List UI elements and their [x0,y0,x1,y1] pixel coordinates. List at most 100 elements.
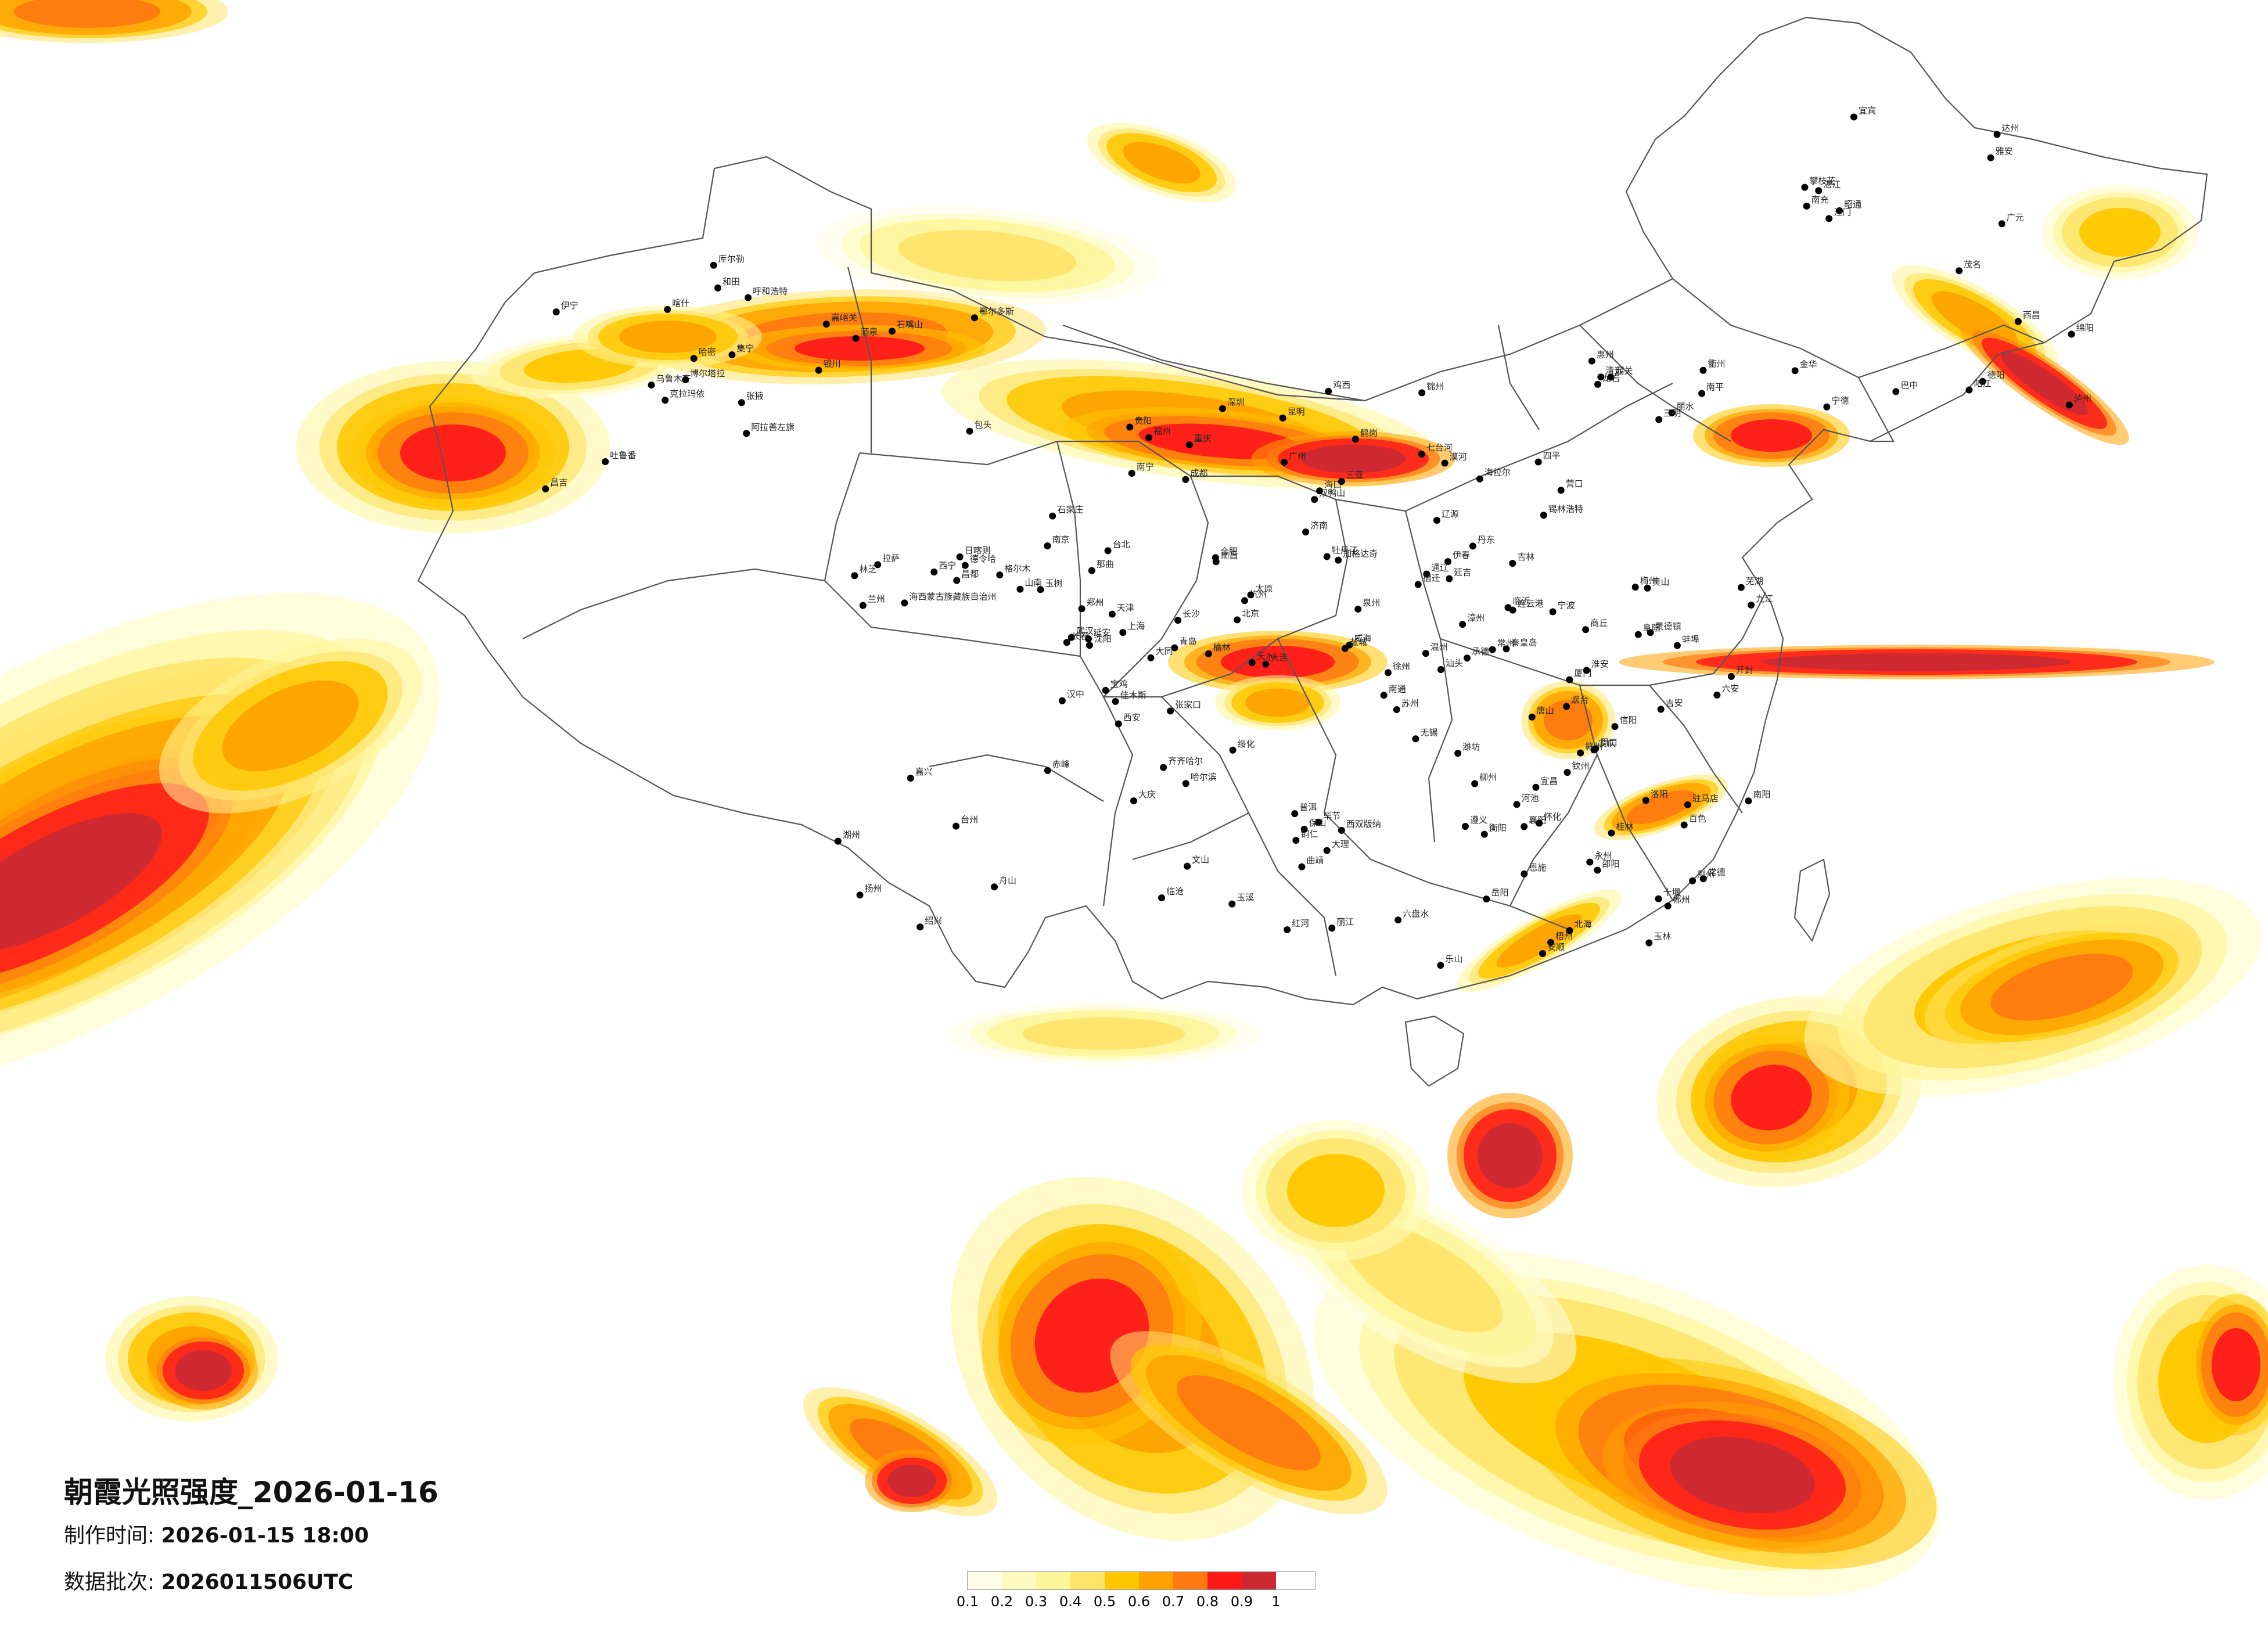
city-label: 清远 [1605,365,1623,376]
city-label: 阳江 [1974,379,1991,389]
city-dot [1325,387,1332,395]
city-label: 赤峰 [1052,759,1070,769]
city-label: 绵阳 [2076,323,2094,333]
city-label: 江门 [1834,207,1851,217]
intensity-patch [1245,688,1310,717]
legend-tick-label: 0.7 [1162,1593,1185,1610]
city-label: 六盘水 [1403,908,1429,919]
city-label: 克拉玛依 [670,388,705,399]
city-dot [1323,847,1331,854]
city-label: 绍兴 [925,915,942,926]
city-label: 宝鸡 [1110,679,1128,689]
city-dot [1634,631,1642,638]
city-dot [1437,665,1444,673]
city-dot [714,284,721,292]
city-label: 广州 [1289,451,1306,461]
intensity-patch [1022,1017,1185,1050]
city-dot [1461,823,1469,830]
city-label: 南通 [1389,684,1406,694]
city-label: 永州 [1594,851,1612,861]
city-label: 宿迁 [1423,573,1440,583]
city-label: 苏州 [1401,698,1419,708]
legend-swatch [1105,1572,1139,1589]
intensity-patch [1762,653,2071,671]
city-dot [916,923,924,931]
city-label: 库尔勒 [718,254,745,264]
city-dot [1182,476,1189,483]
city-label: 三亚 [1346,470,1364,480]
city-dot [1414,581,1422,588]
city-label: 酒泉 [861,327,878,337]
city-dot [956,553,964,561]
city-dot [1393,706,1400,713]
city-dot [745,294,752,301]
intensity-patch [898,230,1077,281]
city-dot [1668,409,1676,416]
intensity-patch [14,0,160,28]
city-label: 郑州 [1087,597,1104,607]
city-label: 达州 [2002,123,2019,133]
city-label: 厦门 [1574,668,1591,679]
city-label: 阜阳 [1643,623,1660,634]
city-dot [1594,866,1601,874]
intensity-patch [175,1350,232,1391]
production-time: 制作时间: 2026-01-15 18:00 [64,1519,369,1549]
city-dot [743,430,750,437]
city-label: 天水 [1257,651,1274,661]
city-dot [1049,512,1056,520]
city-label: 秦皇岛 [1511,637,1537,647]
city-dot [1597,373,1605,381]
city-dot [1673,642,1681,649]
city-dot [1281,459,1288,466]
city-dot [971,314,978,322]
city-label: 周口 [1600,738,1618,748]
city-dot [1422,650,1429,657]
city-label: 台北 [1113,539,1130,549]
intensity-patch [1123,142,1201,184]
city-label: 齐齐哈尔 [1168,756,1203,767]
intensity-patch [795,336,925,361]
city-dot [1655,416,1663,423]
legend-tick-label: 1 [1271,1593,1281,1610]
city-label: 兰州 [868,594,885,605]
city-label: 台州 [961,815,978,825]
city-label: 南充 [1811,195,1829,205]
city-dot [1262,660,1270,668]
city-label: 钦州 [1572,761,1590,771]
city-label: 大庆 [1138,789,1156,800]
city-dot [1228,900,1236,908]
city-label: 南平 [1706,382,1724,392]
city-dot [1748,601,1755,609]
legend-tick-label: 0.2 [990,1593,1013,1610]
city-dot [1279,414,1286,422]
city-dot [961,562,969,569]
city-dot [1547,938,1554,946]
city-label: 那曲 [1097,559,1114,569]
city-label: 保山 [1309,818,1327,828]
city-dot [966,427,973,435]
city-label: 重庆 [1194,433,1212,444]
city-dot [1433,516,1440,524]
city-dot [1566,927,1573,934]
city-label: 嘉峪关 [831,312,857,323]
production-time-value: 2026-01-15 18:00 [161,1524,369,1548]
city-label: 红河 [1292,918,1309,929]
city-label: 昆明 [1288,406,1305,417]
city-dot [996,571,1004,579]
city-dot [1464,654,1471,662]
legend-swatch [1070,1572,1105,1589]
city-label: 哈密 [699,347,716,357]
city-dot [1509,606,1516,614]
city-label: 唐山 [1537,706,1554,716]
city-dot [664,305,671,313]
city-label: 长春 [1072,631,1089,641]
city-dot [1454,750,1462,757]
city-dot [1412,735,1419,743]
city-dot [2068,330,2075,338]
legend-swatch [1242,1572,1276,1589]
city-label: 芜湖 [1746,576,1763,587]
intensity-patch [619,321,717,353]
intensity-patch [1496,914,1582,967]
city-dot [1644,584,1651,592]
intensity-patch [1221,646,1335,678]
